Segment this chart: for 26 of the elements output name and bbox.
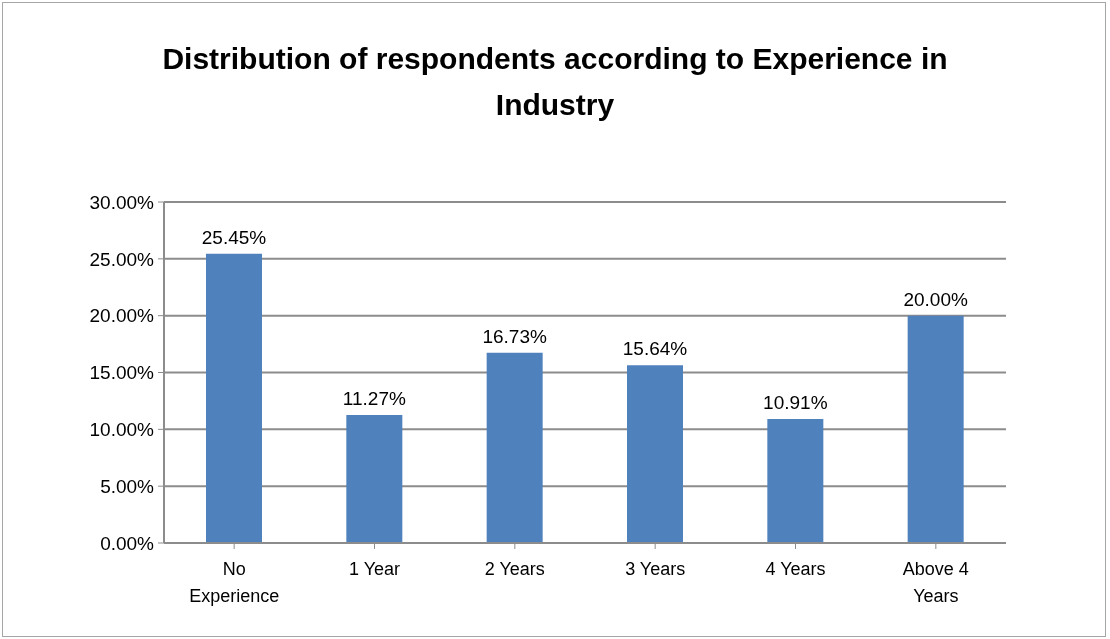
data-label: 25.45% — [201, 226, 267, 248]
y-tick-label: 0.00% — [100, 532, 155, 554]
data-label: 20.00% — [903, 288, 968, 310]
data-label: 10.91% — [763, 391, 828, 413]
chart-title: Distribution of respondents according to Experience in Industry — [161, 41, 949, 123]
data-label: 11.27% — [342, 387, 406, 409]
data-label: 16.73% — [482, 325, 547, 347]
y-tick-label: 20.00% — [89, 305, 155, 327]
bar — [907, 315, 964, 543]
bar — [486, 352, 543, 543]
bar — [346, 414, 403, 543]
data-label: 15.64% — [622, 338, 688, 360]
x-tick-label: Above 4 Years — [902, 559, 969, 607]
y-tick-label: 30.00% — [89, 191, 155, 213]
x-tick-label: 2 Years — [484, 559, 545, 580]
y-tick-label: 5.00% — [100, 475, 155, 497]
y-tick-label: 15.00% — [89, 362, 155, 384]
bar — [206, 253, 262, 543]
x-tick-label: No Experience — [189, 559, 280, 607]
bar — [627, 365, 683, 543]
y-tick-label: 10.00% — [89, 419, 155, 441]
bar — [767, 418, 824, 543]
x-tick-label: 1 Year — [348, 559, 401, 580]
x-tick-label: 3 Years — [625, 559, 686, 580]
y-tick-label: 25.00% — [89, 248, 155, 270]
x-tick-label: 4 Years — [765, 559, 826, 580]
